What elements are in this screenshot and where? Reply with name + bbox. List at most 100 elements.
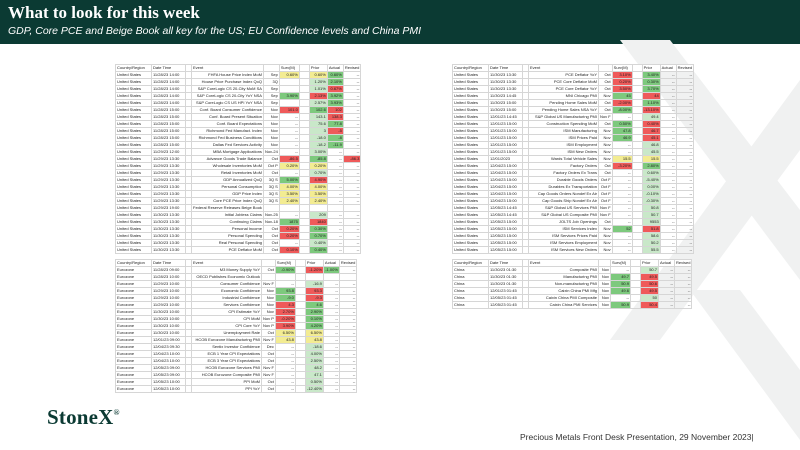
table-cell: China — [452, 301, 489, 309]
table-cell: Oct — [262, 225, 280, 233]
table-cell: 50.6 — [640, 280, 659, 288]
table-cell: 3.50% — [308, 190, 328, 198]
table-cell: Pending Home Sales MoM — [528, 99, 599, 107]
table-cell: -- — [342, 85, 362, 93]
table-cell: 12/04/23 15:00 — [488, 169, 523, 177]
table-row: Eurozone 12/05/23 09:00 HCOB Eurozone Serv… — [115, 364, 358, 372]
table-cell: Oct — [261, 378, 276, 386]
table-cell: 11/28/23 15:00 — [151, 141, 186, 149]
table-cell — [278, 85, 300, 93]
table-cell: -- — [675, 92, 695, 100]
column-header: Country/Region — [452, 64, 489, 72]
table-cell: 3Q S — [262, 183, 280, 191]
table-cell: Real Personal Spending — [191, 239, 264, 247]
table-cell — [294, 371, 306, 379]
table-cell: OECD Publishes Economic Outlook — [191, 273, 262, 281]
table-cell: -- — [342, 190, 362, 198]
table-row: United States 11/29/23 13:30 GDP Annualize… — [115, 176, 362, 184]
table-cell: Federal Reserve Releases Beige Book — [191, 204, 264, 212]
table-cell: Eurozone — [115, 280, 152, 288]
table-cell: Manufacturing PMI — [528, 273, 599, 281]
table-cell: 11/29/23 13:30 — [151, 162, 186, 170]
table-cell: S&P CoreLogic CS 20-City MoM SA — [191, 85, 264, 93]
table-cell: 12/05/23 01:45 — [488, 294, 523, 302]
table-row: China 11/30/23 01:30 Non-manufacturing PMI… — [452, 280, 693, 288]
column-header: Prior — [640, 259, 659, 267]
table-cell: United States — [115, 211, 152, 219]
table-row: United States 11/30/23 13:30 Initial Joble… — [115, 211, 362, 219]
table-cell: 11/29/23 10:00 — [151, 301, 186, 309]
table-cell: 11/30/23 13:30 — [151, 218, 186, 226]
table-cell: 11/29/23 10:00 — [151, 280, 186, 288]
table-cell: Nov — [598, 294, 611, 302]
table-cell — [630, 287, 641, 295]
table-cell: -- — [322, 280, 340, 288]
table-cell — [294, 336, 306, 344]
table-cell: -- — [659, 92, 677, 100]
table-cell: Nov — [598, 246, 613, 254]
table-cell: United States — [115, 246, 152, 254]
table-cell: 3.10% — [611, 71, 633, 79]
table-cell — [298, 183, 310, 191]
table-cell: -- — [610, 294, 631, 302]
table-cell: China — [452, 294, 489, 302]
table-cell — [298, 211, 310, 219]
table-row: Eurozone 12/05/23 09:00 HCOB Eurozone Comp… — [115, 371, 358, 379]
table-cell: -- — [338, 364, 358, 372]
table-row: Eurozone 11/28/23 09:00 M3 Money Supply Yo… — [115, 266, 358, 274]
table-cell — [294, 301, 306, 309]
table-cell: 49.7 — [610, 273, 631, 281]
table-cell — [294, 364, 306, 372]
table-cell: Nov — [262, 134, 280, 142]
table-cell: Nov — [598, 287, 611, 295]
table-cell — [298, 176, 310, 184]
table-row: United States 11/28/23 15:00 Richmond Fed … — [115, 127, 362, 135]
table-cell — [631, 183, 643, 191]
table-cell: 2.40% — [278, 197, 300, 205]
table-cell: MBA Mortgage Applications — [191, 148, 264, 156]
column-header: Prior — [308, 64, 328, 72]
table-cell: 0.50% — [304, 378, 324, 386]
table-cell: -- — [659, 211, 677, 219]
table-cell: -2.00% — [611, 99, 633, 107]
table-row: United States 11/28/23 14:00 S&P CoreLogic… — [115, 99, 362, 107]
table-cell: -- — [274, 357, 296, 365]
column-header: Revised — [675, 64, 695, 72]
table-cell: S&P CoreLogic CS 20-City YoY NSA — [191, 92, 264, 100]
table-cell: 11/28/23 15:00 — [151, 127, 186, 135]
table-cell: Richmond Fed Business Conditions — [191, 134, 264, 142]
table-cell: -16.9 — [304, 280, 324, 288]
table-row: United States 12/01/2023 Wards Total Vehic… — [452, 155, 695, 163]
table-cell: -8.00% — [611, 106, 633, 114]
table-cell: -- — [675, 155, 695, 163]
table-cell: -- — [675, 99, 695, 107]
table-cell: United States — [452, 232, 489, 240]
table-cell — [298, 225, 310, 233]
table-cell: -9.0 — [274, 294, 296, 302]
table-cell — [631, 176, 643, 184]
table-cell: -- — [322, 308, 340, 316]
table-cell — [294, 287, 306, 295]
table-cell: -- — [675, 113, 695, 121]
table-cell: 45 — [611, 92, 633, 100]
column-header: Actual — [322, 259, 340, 267]
table-cell: 11/30/23 13:30 — [151, 211, 186, 219]
table-cell: -- — [659, 225, 677, 233]
table-cell: 11/30/23 10:00 — [151, 315, 186, 323]
table-cell: 0.70% — [308, 169, 328, 177]
table-cell: -- — [659, 106, 677, 114]
table-row: United States 12/04/23 15:00 Factory Order… — [452, 169, 695, 177]
table-cell: United States — [452, 246, 489, 254]
table-cell: 209 — [308, 211, 328, 219]
table-cell: 11/30/23 01:30 — [488, 273, 523, 281]
table-cell: -- — [675, 71, 695, 79]
table-cell: 12/05/23 14:45 — [488, 211, 523, 219]
table-cell — [294, 350, 306, 358]
table-cell — [630, 266, 641, 274]
table-cell: -0.30% — [641, 197, 661, 205]
table-cell: -- — [322, 378, 340, 386]
table-cell — [322, 273, 340, 281]
column-header: Event — [528, 259, 599, 267]
table-cell: Nov — [261, 287, 276, 295]
column-header: Date Time — [151, 64, 186, 72]
